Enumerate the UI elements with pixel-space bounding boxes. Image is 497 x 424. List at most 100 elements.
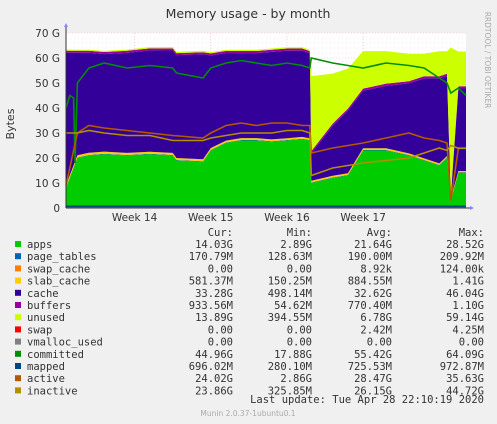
legend-value: 23.86G	[195, 385, 233, 397]
legend-swatch-unused	[15, 314, 21, 321]
legend-value: 0.00	[208, 337, 233, 349]
legend-value: 280.10M	[268, 361, 312, 373]
legend-value: 2.89G	[280, 239, 312, 251]
legend-swatch-active	[15, 375, 21, 382]
legend-value: 33.28G	[195, 288, 233, 300]
legend-label-page-tables: page_tables	[27, 251, 97, 263]
legend-value: 4.25M	[452, 324, 484, 336]
legend-label-cache: cache	[27, 288, 59, 300]
legend-swatch-page-tables	[15, 253, 21, 260]
legend-label-unused: unused	[27, 312, 65, 324]
legend-value: 0.00	[459, 337, 484, 349]
legend-value: 44.72G	[446, 385, 484, 397]
legend-value: 28.47G	[354, 373, 392, 385]
legend-value: 581.37M	[189, 276, 233, 288]
side-label: RRDTOOL / TOBI OETIKER	[483, 12, 492, 109]
legend-value: 124.00k	[440, 263, 485, 275]
y-tick-label: 20 G	[35, 153, 60, 165]
legend-swatch-apps	[15, 241, 21, 247]
legend-label-inactive: inactive	[27, 385, 78, 397]
legend-value: 884.55M	[348, 276, 392, 288]
legend-swatch-slab-cache	[15, 277, 21, 284]
legend-value: 128.63M	[268, 251, 312, 263]
legend-label-slab-cache: slab_cache	[27, 276, 90, 288]
legend-value: 394.55M	[268, 312, 312, 324]
legend: Cur: Min: Avg: Max: apps 14.03G 2.89G 21.64G 28.…	[15, 227, 485, 397]
legend-value: 150.25M	[268, 276, 312, 288]
legend-value: 24.02G	[195, 373, 233, 385]
legend-value: 0.00	[208, 324, 233, 336]
legend-label-vmalloc-used: vmalloc_used	[27, 337, 103, 349]
legend-swatch-vmalloc-used	[15, 338, 21, 345]
legend-label-committed: committed	[27, 349, 84, 361]
legend-value: 44.96G	[195, 349, 233, 361]
legend-value: 14.03G	[195, 239, 233, 251]
legend-label-buffers: buffers	[27, 300, 71, 312]
series-area-slab-cache	[66, 136, 466, 200]
legend-value: 0.00	[367, 337, 392, 349]
legend-value: 59.14G	[446, 312, 484, 324]
legend-value: 209.92M	[440, 251, 484, 263]
legend-value: 64.09G	[446, 349, 484, 361]
x-tick-label: Week 16	[264, 212, 310, 224]
legend-value: 770.40M	[348, 300, 392, 312]
legend-value: 1.10G	[452, 300, 484, 312]
x-tick-label: Week 17	[340, 212, 385, 224]
legend-value: 170.79M	[189, 251, 233, 263]
legend-header: Cur:	[208, 227, 233, 239]
y-tick-label: 30 G	[35, 128, 60, 140]
series-area-apps	[66, 139, 466, 208]
x-axis-arrow	[470, 206, 474, 210]
legend-value: 0.00	[287, 324, 312, 336]
x-tick-label: Week 15	[188, 212, 233, 224]
legend-value: 6.78G	[360, 312, 392, 324]
x-tick-label: Week 14	[112, 212, 158, 224]
plot-area: 0 10 G 20 G 30 G 40 G 50 G 60 G 70 G Week 14 Week…	[35, 23, 474, 224]
legend-label-active: active	[27, 373, 65, 385]
legend-value: 696.02M	[189, 361, 233, 373]
legend-value: 35.63G	[446, 373, 484, 385]
legend-value: 725.53M	[348, 361, 392, 373]
legend-value: 0.00	[287, 337, 312, 349]
footer-version: Munin 2.0.37-1ubuntu0.1	[200, 409, 295, 418]
legend-value: 190.00M	[348, 251, 392, 263]
legend-label-swap: swap	[27, 324, 52, 336]
last-update: Last update: Tue Apr 28 22:10:19 2020	[250, 394, 484, 406]
legend-value: 0.00	[287, 263, 312, 275]
y-axis-label: Bytes	[4, 108, 17, 139]
legend-value: 8.92k	[360, 263, 392, 275]
y-tick-label: 60 G	[35, 53, 60, 65]
legend-value: 2.86G	[280, 373, 312, 385]
series-line-committed	[65, 57, 467, 164]
legend-value: 2.42M	[360, 324, 392, 336]
legend-label-mapped: mapped	[27, 361, 65, 373]
legend-value: 1.41G	[452, 276, 484, 288]
y-axis-arrow	[64, 23, 68, 27]
legend-swatch-mapped	[15, 363, 21, 369]
legend-swatch-buffers	[15, 302, 21, 308]
legend-value: 32.62G	[354, 288, 392, 300]
legend-swatch-swap	[15, 326, 21, 333]
legend-swatch-committed	[15, 350, 21, 357]
y-tick-label: 70 G	[35, 28, 60, 40]
series-area-unused	[66, 47, 466, 195]
y-tick-label: 10 G	[35, 178, 60, 190]
chart-title: Memory usage - by month	[166, 6, 331, 21]
legend-swatch-cache	[15, 289, 21, 296]
legend-value: 325.85M	[268, 385, 312, 397]
y-tick-label: 40 G	[35, 103, 60, 115]
legend-value: 21.64G	[354, 239, 392, 251]
legend-header: Avg:	[367, 227, 392, 239]
legend-swatch-inactive	[15, 387, 21, 394]
legend-value: 28.52G	[446, 239, 484, 251]
legend-value: 55.42G	[354, 349, 392, 361]
series-line-inactive	[66, 129, 466, 177]
legend-header: Min:	[287, 227, 312, 239]
legend-value: 0.00	[208, 263, 233, 275]
y-tick-label: 50 G	[35, 78, 60, 90]
legend-value: 972.87M	[440, 361, 484, 373]
legend-label-swap-cache: swap_cache	[27, 263, 90, 275]
legend-value: 46.04G	[446, 288, 484, 300]
y-tick-label: 0	[53, 203, 60, 215]
legend-label-apps: apps	[27, 239, 52, 251]
